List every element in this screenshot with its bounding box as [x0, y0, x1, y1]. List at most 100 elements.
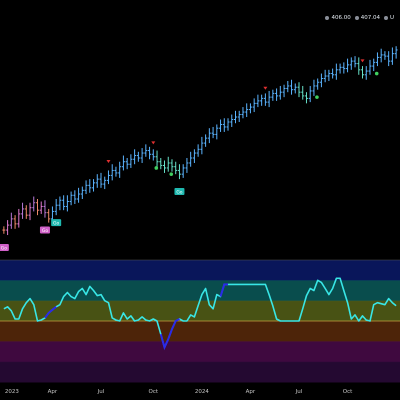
price-bar [170, 159, 174, 172]
readout-value-1: 406.00 [331, 15, 351, 21]
price-bar [129, 154, 133, 168]
signal-up-marker [315, 95, 319, 99]
price-bar [383, 51, 387, 60]
price-bar [200, 136, 204, 155]
price-bar [163, 160, 167, 173]
price-bar [73, 190, 77, 204]
price-bar [248, 103, 252, 114]
signal-up-marker [154, 166, 159, 170]
trend-label-box [51, 219, 62, 227]
price-bar [166, 156, 170, 172]
price-bar [364, 66, 368, 80]
price-bar [226, 118, 230, 131]
price-bar [290, 79, 294, 95]
price-bar [95, 174, 99, 188]
signal-down-marker [106, 159, 111, 163]
price-bar [174, 161, 178, 175]
price-bar [230, 114, 234, 127]
price-bar [233, 110, 237, 124]
price-bar [110, 164, 114, 181]
trend-label-box [39, 226, 50, 234]
price-bar [204, 134, 208, 147]
oscillator-band [0, 361, 400, 383]
price-bar [151, 149, 155, 161]
price-bar [327, 69, 331, 81]
price-bar [80, 186, 84, 200]
price-bar [260, 94, 264, 106]
price-bar [286, 80, 290, 93]
price-readout: 406.00 407.04 U [321, 15, 394, 21]
signal-down-marker [263, 86, 268, 90]
price-bar [140, 148, 144, 163]
price-bar [308, 85, 312, 103]
x-tick-label: 2024 [195, 389, 209, 395]
price-bar [316, 78, 320, 90]
status-dot-icon [325, 15, 330, 20]
oscillator-band [0, 341, 400, 363]
price-bar [106, 170, 110, 185]
price-bar [323, 69, 327, 83]
price-bar [35, 199, 39, 216]
price-bar [148, 146, 152, 160]
trend-label-text: Go [1, 245, 7, 251]
oscillator-strong-segment [219, 283, 228, 297]
price-bar [77, 187, 81, 203]
trend-label: Go [51, 219, 62, 227]
trend-label-text: Go [42, 228, 48, 234]
price-bar [155, 150, 159, 167]
price-bar [13, 215, 17, 229]
price-bar [334, 63, 338, 80]
price-bar [301, 85, 305, 100]
price-bar [136, 151, 140, 162]
price-bar [47, 208, 51, 223]
trend-label: Go [174, 188, 185, 196]
price-bar [278, 85, 282, 100]
price-bar [121, 155, 125, 171]
price-bar [293, 83, 297, 94]
price-bar [338, 63, 342, 74]
price-bar [215, 124, 219, 140]
oscillator-band [0, 260, 400, 281]
price-bar [185, 158, 189, 173]
price-bar [379, 48, 383, 63]
price-bar [211, 126, 215, 139]
price-bar [275, 88, 279, 101]
signal-down-marker [360, 59, 365, 63]
x-tick-label: 2023 [5, 389, 19, 395]
price-bar [192, 149, 196, 163]
price-bar [65, 195, 69, 212]
trend-label-text: Go [53, 221, 59, 227]
oscillator-band [0, 321, 400, 342]
price-bar [21, 202, 25, 219]
price-bar [390, 47, 394, 65]
oscillator-strong-segment [44, 306, 57, 319]
price-bar [357, 57, 361, 75]
x-tick-label: Jul [295, 389, 303, 395]
price-bar [88, 179, 92, 193]
price-bar [196, 144, 200, 157]
price-bar [349, 57, 353, 70]
x-tick-label: Oct [343, 389, 353, 395]
price-bar [252, 98, 256, 113]
price-bar [241, 107, 245, 119]
signal-up-marker [169, 172, 174, 176]
price-bar [114, 166, 118, 177]
price-bar [342, 62, 346, 74]
price-bar [319, 73, 323, 88]
trend-label: Go [0, 243, 9, 251]
price-bar [282, 84, 286, 98]
price-bar [177, 164, 181, 180]
price-bar [263, 93, 267, 106]
x-tick-label: Oct [149, 389, 159, 395]
price-bar [159, 158, 163, 170]
price-bar [237, 110, 241, 122]
price-bar [84, 180, 88, 195]
price-bar [92, 179, 96, 192]
trend-label-box [0, 243, 9, 251]
trend-label: Go [39, 226, 50, 234]
status-dot-icon [383, 15, 388, 20]
price-bar [9, 212, 13, 229]
price-bar [144, 144, 148, 157]
price-bar [32, 196, 36, 212]
